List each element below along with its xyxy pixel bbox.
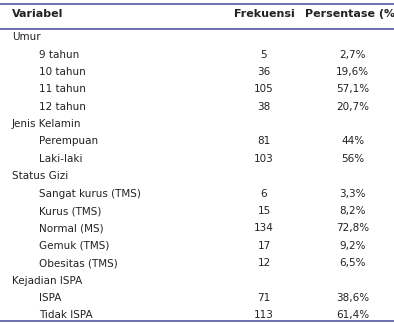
Text: 103: 103 — [254, 154, 274, 164]
Text: 72,8%: 72,8% — [336, 224, 369, 233]
Text: 6: 6 — [261, 189, 267, 199]
Text: 38,6%: 38,6% — [336, 293, 369, 303]
Text: 105: 105 — [254, 84, 274, 94]
Text: Frekuensi: Frekuensi — [234, 9, 294, 19]
Text: 20,7%: 20,7% — [336, 102, 369, 112]
Text: 9 tahun: 9 tahun — [39, 50, 80, 60]
Text: 9,2%: 9,2% — [339, 241, 366, 251]
Text: 113: 113 — [254, 310, 274, 320]
Text: 15: 15 — [257, 206, 271, 216]
Text: Umur: Umur — [12, 32, 41, 42]
Text: Persentase (%): Persentase (%) — [305, 9, 394, 19]
Text: 71: 71 — [257, 293, 271, 303]
Text: 2,7%: 2,7% — [339, 50, 366, 60]
Text: 11 tahun: 11 tahun — [39, 84, 86, 94]
Text: Sangat kurus (TMS): Sangat kurus (TMS) — [39, 189, 141, 199]
Text: Variabel: Variabel — [12, 9, 63, 19]
Text: Laki-laki: Laki-laki — [39, 154, 83, 164]
Text: 57,1%: 57,1% — [336, 84, 369, 94]
Text: 36: 36 — [257, 67, 271, 77]
Text: 17: 17 — [257, 241, 271, 251]
Text: 3,3%: 3,3% — [339, 189, 366, 199]
Text: 81: 81 — [257, 136, 271, 146]
Text: 56%: 56% — [341, 154, 364, 164]
Text: Gemuk (TMS): Gemuk (TMS) — [39, 241, 110, 251]
Text: 8,2%: 8,2% — [339, 206, 366, 216]
Text: Normal (MS): Normal (MS) — [39, 224, 104, 233]
Text: Kurus (TMS): Kurus (TMS) — [39, 206, 102, 216]
Text: 61,4%: 61,4% — [336, 310, 369, 320]
Text: 6,5%: 6,5% — [339, 258, 366, 268]
Text: 5: 5 — [261, 50, 267, 60]
Text: Perempuan: Perempuan — [39, 136, 98, 146]
Text: Obesitas (TMS): Obesitas (TMS) — [39, 258, 118, 268]
Text: Kejadian ISPA: Kejadian ISPA — [12, 275, 82, 285]
Text: ISPA: ISPA — [39, 293, 62, 303]
Text: 134: 134 — [254, 224, 274, 233]
Text: Tidak ISPA: Tidak ISPA — [39, 310, 93, 320]
Text: 12: 12 — [257, 258, 271, 268]
Text: 12 tahun: 12 tahun — [39, 102, 86, 112]
Text: 10 tahun: 10 tahun — [39, 67, 86, 77]
Text: Jenis Kelamin: Jenis Kelamin — [12, 119, 81, 129]
Text: Status Gizi: Status Gizi — [12, 171, 68, 181]
Text: 38: 38 — [257, 102, 271, 112]
Text: 44%: 44% — [341, 136, 364, 146]
Text: 19,6%: 19,6% — [336, 67, 369, 77]
